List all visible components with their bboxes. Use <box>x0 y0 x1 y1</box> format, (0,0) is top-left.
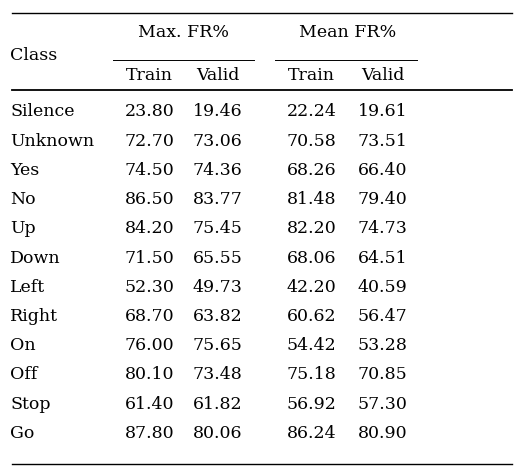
Text: 61.82: 61.82 <box>193 396 242 413</box>
Text: 63.82: 63.82 <box>193 308 242 325</box>
Text: 80.06: 80.06 <box>193 425 242 442</box>
Text: 61.40: 61.40 <box>125 396 174 413</box>
Text: 40.59: 40.59 <box>358 279 407 296</box>
Text: 87.80: 87.80 <box>125 425 174 442</box>
Text: 82.20: 82.20 <box>287 220 336 237</box>
Text: 81.48: 81.48 <box>287 191 336 208</box>
Text: 19.61: 19.61 <box>358 103 407 120</box>
Text: 76.00: 76.00 <box>125 337 174 354</box>
Text: 73.48: 73.48 <box>193 367 242 384</box>
Text: Stop: Stop <box>10 396 51 413</box>
Text: 66.40: 66.40 <box>358 162 407 179</box>
Text: 74.73: 74.73 <box>357 220 408 237</box>
Text: 73.51: 73.51 <box>357 133 408 149</box>
Text: 75.65: 75.65 <box>192 337 243 354</box>
Text: Class: Class <box>10 47 58 64</box>
Text: Go: Go <box>10 425 35 442</box>
Text: Silence: Silence <box>10 103 75 120</box>
Text: Up: Up <box>10 220 36 237</box>
Text: 70.85: 70.85 <box>358 367 407 384</box>
Text: 74.50: 74.50 <box>125 162 174 179</box>
Text: 80.90: 80.90 <box>358 425 407 442</box>
Text: 68.70: 68.70 <box>125 308 174 325</box>
Text: 86.24: 86.24 <box>287 425 336 442</box>
Text: Train: Train <box>126 67 173 84</box>
Text: 65.55: 65.55 <box>192 250 243 266</box>
Text: 71.50: 71.50 <box>125 250 174 266</box>
Text: 52.30: 52.30 <box>124 279 174 296</box>
Text: No: No <box>10 191 36 208</box>
Text: 75.45: 75.45 <box>192 220 243 237</box>
Text: Unknown: Unknown <box>10 133 95 149</box>
Text: 68.26: 68.26 <box>287 162 336 179</box>
Text: Off: Off <box>10 367 38 384</box>
Text: 74.36: 74.36 <box>193 162 242 179</box>
Text: 72.70: 72.70 <box>124 133 174 149</box>
Text: Left: Left <box>10 279 46 296</box>
Text: 57.30: 57.30 <box>357 396 408 413</box>
Text: 60.62: 60.62 <box>287 308 336 325</box>
Text: 56.92: 56.92 <box>287 396 337 413</box>
Text: 54.42: 54.42 <box>287 337 336 354</box>
Text: 42.20: 42.20 <box>287 279 336 296</box>
Text: On: On <box>10 337 36 354</box>
Text: 64.51: 64.51 <box>358 250 407 266</box>
Text: Valid: Valid <box>196 67 239 84</box>
Text: 19.46: 19.46 <box>193 103 242 120</box>
Text: 80.10: 80.10 <box>125 367 174 384</box>
Text: 84.20: 84.20 <box>125 220 174 237</box>
Text: Right: Right <box>10 308 59 325</box>
Text: 73.06: 73.06 <box>193 133 242 149</box>
Text: 70.58: 70.58 <box>287 133 336 149</box>
Text: 75.18: 75.18 <box>287 367 336 384</box>
Text: 86.50: 86.50 <box>125 191 174 208</box>
Text: Max. FR%: Max. FR% <box>138 24 229 41</box>
Text: Yes: Yes <box>10 162 40 179</box>
Text: 56.47: 56.47 <box>358 308 407 325</box>
Text: Valid: Valid <box>361 67 404 84</box>
Text: 83.77: 83.77 <box>192 191 243 208</box>
Text: Down: Down <box>10 250 61 266</box>
Text: 79.40: 79.40 <box>358 191 407 208</box>
Text: 49.73: 49.73 <box>192 279 243 296</box>
Text: 22.24: 22.24 <box>287 103 337 120</box>
Text: 68.06: 68.06 <box>287 250 336 266</box>
Text: 23.80: 23.80 <box>125 103 174 120</box>
Text: Train: Train <box>288 67 335 84</box>
Text: 53.28: 53.28 <box>357 337 408 354</box>
Text: Mean FR%: Mean FR% <box>299 24 396 41</box>
